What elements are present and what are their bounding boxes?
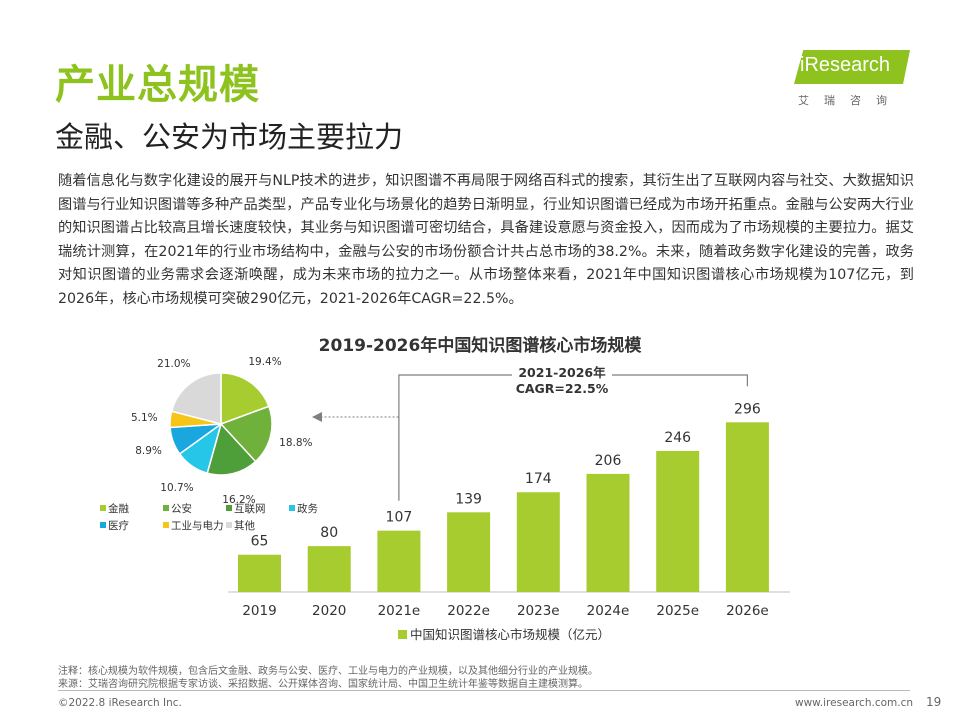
- copyright: ©2022.8 iResearch Inc.: [58, 697, 182, 709]
- pie-slice-公安: [219, 405, 273, 463]
- x-tick-label: 2026e: [726, 603, 769, 619]
- bar-2024e: [586, 473, 630, 592]
- pie-slice-其他: [170, 372, 222, 425]
- iresearch-logo: iResearch 艾瑞咨询: [790, 50, 915, 110]
- page-subtitle: 金融、公安为市场主要拉力: [55, 120, 404, 154]
- bar-value-label: 139: [455, 491, 482, 507]
- bar-2019: [238, 554, 281, 592]
- x-tick-label: 2023e: [517, 603, 560, 619]
- bar-2023e: [516, 492, 560, 592]
- pie-slice-互联网: [206, 422, 257, 476]
- pie-value-label: 21.0%: [157, 358, 190, 370]
- x-tick-label: 2019: [242, 603, 276, 619]
- pie-legend-label: 医疗: [108, 519, 129, 532]
- bar-value-label: 246: [664, 430, 691, 446]
- pie-legend-swatch: [100, 522, 106, 528]
- x-tick-label: 2022e: [447, 603, 490, 619]
- pie-legend-label: 互联网: [234, 503, 266, 515]
- pie-value-label: 10.7%: [160, 482, 193, 494]
- pie-legend-label: 政务: [297, 502, 318, 515]
- pie-legend-label: 其他: [234, 519, 255, 532]
- footer-source: 来源：艾瑞咨询研究院根据专家访谈、采招数据、公开媒体咨询、国家统计局、中国卫生统…: [58, 679, 588, 690]
- bar-value-label: 80: [320, 525, 338, 541]
- bar-2020: [307, 546, 351, 592]
- x-tick-label: 2024e: [587, 603, 630, 619]
- pie-legend-swatch: [226, 522, 232, 528]
- pie-legend-swatch: [289, 505, 295, 511]
- pie-connector-arrowhead: [312, 412, 322, 422]
- pie-value-label: 19.4%: [248, 356, 281, 368]
- bar-2025e: [656, 450, 700, 592]
- pie-connector-line: [322, 416, 400, 501]
- x-tick-label: 2021e: [378, 603, 421, 619]
- pie-slice-金融: [220, 372, 270, 426]
- pie-legend-label: 工业与电力: [171, 519, 224, 532]
- cagr-annotation-line2: CAGR=22.5%: [516, 381, 609, 396]
- pie-legend-swatch: [100, 505, 106, 511]
- logo-subtext: 艾瑞咨询: [798, 94, 902, 107]
- bar-value-label: 206: [595, 453, 622, 469]
- chart-title: 2019-2026年中国知识图谱核心市场规模: [318, 336, 642, 356]
- bar-value-label: 65: [251, 534, 269, 550]
- logo-text: iResearch: [800, 54, 891, 76]
- pie-value-label: 8.9%: [135, 445, 162, 457]
- bar-2026e: [725, 422, 769, 592]
- bar-value-label: 174: [525, 471, 552, 487]
- pie-legend-label: 金融: [108, 502, 129, 515]
- x-tick-label: 2025e: [656, 603, 699, 619]
- cagr-annotation-line1: 2021-2026年: [518, 365, 606, 380]
- footer-note: 注释：核心规模为软件规模，包含后文金融、政务与公安、医疗、工业与电力的产业规模，…: [58, 666, 598, 677]
- summary-paragraph: 随着信息化与数字化建设的展开与NLP技术的进步，知识图谱不再局限于网络百科式的搜…: [58, 173, 914, 307]
- cagr-label-background: [512, 364, 612, 398]
- pie-legend-swatch: [163, 505, 169, 511]
- x-tick-label: 2020: [312, 603, 346, 619]
- website-link[interactable]: www.iresearch.com.cn: [795, 697, 914, 709]
- bar-2022e: [447, 512, 491, 592]
- bar-value-label: 107: [386, 510, 413, 526]
- pie-legend-swatch: [163, 522, 169, 528]
- page-number: 19: [926, 695, 942, 709]
- legend-swatch: [398, 630, 407, 639]
- pie-value-label: 5.1%: [131, 412, 158, 424]
- legend-label: 中国知识图谱核心市场规模（亿元）: [410, 627, 610, 642]
- pie-value-label: 18.8%: [279, 437, 312, 449]
- footer-divider: [58, 690, 910, 691]
- pie-value-label: 16.2%: [222, 494, 255, 506]
- bar-value-label: 296: [734, 401, 761, 417]
- pie-legend-label: 公安: [171, 502, 192, 515]
- bar-2021e: [377, 530, 421, 592]
- pie-legend-swatch: [226, 505, 232, 511]
- page-title: 产业总规模: [55, 62, 260, 108]
- logo-banner: [794, 50, 910, 84]
